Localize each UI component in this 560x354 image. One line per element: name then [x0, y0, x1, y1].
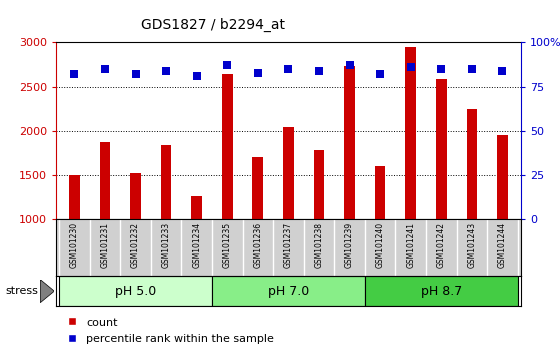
Text: pH 5.0: pH 5.0: [115, 285, 156, 298]
Bar: [344, 67, 355, 219]
Text: GSM101230: GSM101230: [70, 222, 79, 268]
Point: [284, 66, 293, 72]
Bar: [497, 135, 508, 219]
Text: GSM101234: GSM101234: [192, 222, 201, 268]
Point: [192, 73, 201, 79]
Point: [223, 63, 232, 68]
Bar: [192, 195, 202, 219]
Bar: [212, 276, 365, 306]
Text: GSM101233: GSM101233: [162, 222, 171, 268]
Text: GSM101242: GSM101242: [437, 222, 446, 268]
Bar: [69, 175, 80, 219]
Bar: [314, 149, 324, 219]
Text: GSM101238: GSM101238: [315, 222, 324, 268]
Point: [376, 72, 385, 77]
Point: [406, 64, 415, 70]
Text: stress: stress: [6, 286, 39, 296]
Text: GSM101236: GSM101236: [253, 222, 262, 268]
Text: GSM101237: GSM101237: [284, 222, 293, 268]
Text: GSM101241: GSM101241: [406, 222, 415, 268]
Polygon shape: [40, 280, 54, 303]
Bar: [436, 79, 447, 219]
Bar: [283, 127, 294, 219]
Bar: [222, 74, 232, 219]
Bar: [161, 145, 171, 219]
Bar: [100, 142, 110, 219]
Point: [100, 66, 109, 72]
Point: [468, 66, 477, 72]
Bar: [405, 47, 416, 219]
Point: [162, 68, 171, 74]
Point: [315, 68, 324, 74]
Bar: [466, 109, 477, 219]
Text: GSM101232: GSM101232: [131, 222, 140, 268]
Point: [131, 72, 140, 77]
Text: GSM101235: GSM101235: [223, 222, 232, 268]
Bar: [59, 276, 212, 306]
Point: [253, 70, 262, 75]
Point: [498, 68, 507, 74]
Bar: [365, 276, 518, 306]
Text: pH 8.7: pH 8.7: [421, 285, 462, 298]
Point: [345, 63, 354, 68]
Text: GSM101231: GSM101231: [100, 222, 109, 268]
Text: GDS1827 / b2294_at: GDS1827 / b2294_at: [141, 18, 285, 32]
Text: GSM101244: GSM101244: [498, 222, 507, 268]
Point: [437, 66, 446, 72]
Bar: [253, 156, 263, 219]
Text: pH 7.0: pH 7.0: [268, 285, 309, 298]
Bar: [375, 166, 385, 219]
Point: [70, 72, 79, 77]
Text: GSM101240: GSM101240: [376, 222, 385, 268]
Legend: count, percentile rank within the sample: count, percentile rank within the sample: [62, 313, 278, 348]
Text: GSM101239: GSM101239: [345, 222, 354, 268]
Bar: [130, 172, 141, 219]
Text: GSM101243: GSM101243: [468, 222, 477, 268]
